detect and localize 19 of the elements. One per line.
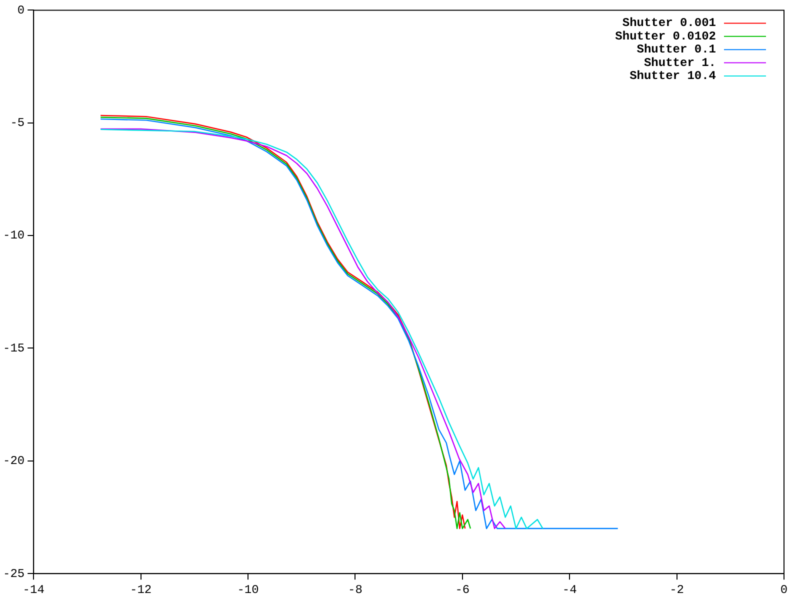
y-tick-label: -5 [10, 116, 25, 130]
legend-label: Shutter 10.4 [630, 69, 716, 84]
x-tick-label: -4 [562, 582, 577, 597]
x-tick-label: 0 [780, 582, 788, 597]
y-tick-label: -15 [2, 341, 25, 356]
legend-label: Shutter 0.0102 [615, 29, 716, 44]
legend-label: Shutter 0.001 [622, 16, 716, 30]
y-tick-label: -20 [2, 454, 25, 468]
x-tick-label: -2 [670, 582, 684, 597]
x-tick-label: -10 [237, 582, 259, 597]
y-tick-label: 0 [17, 3, 25, 18]
legend-label: Shutter 0.1 [636, 42, 716, 57]
y-tick-label: -25 [2, 566, 25, 581]
legend-label: Shutter 1. [644, 56, 716, 70]
x-tick-label: -12 [130, 582, 152, 597]
y-tick-label: -10 [2, 228, 25, 243]
x-tick-label: -8 [348, 582, 362, 597]
x-tick-label: -6 [455, 582, 470, 597]
x-tick-label: -14 [22, 582, 44, 597]
